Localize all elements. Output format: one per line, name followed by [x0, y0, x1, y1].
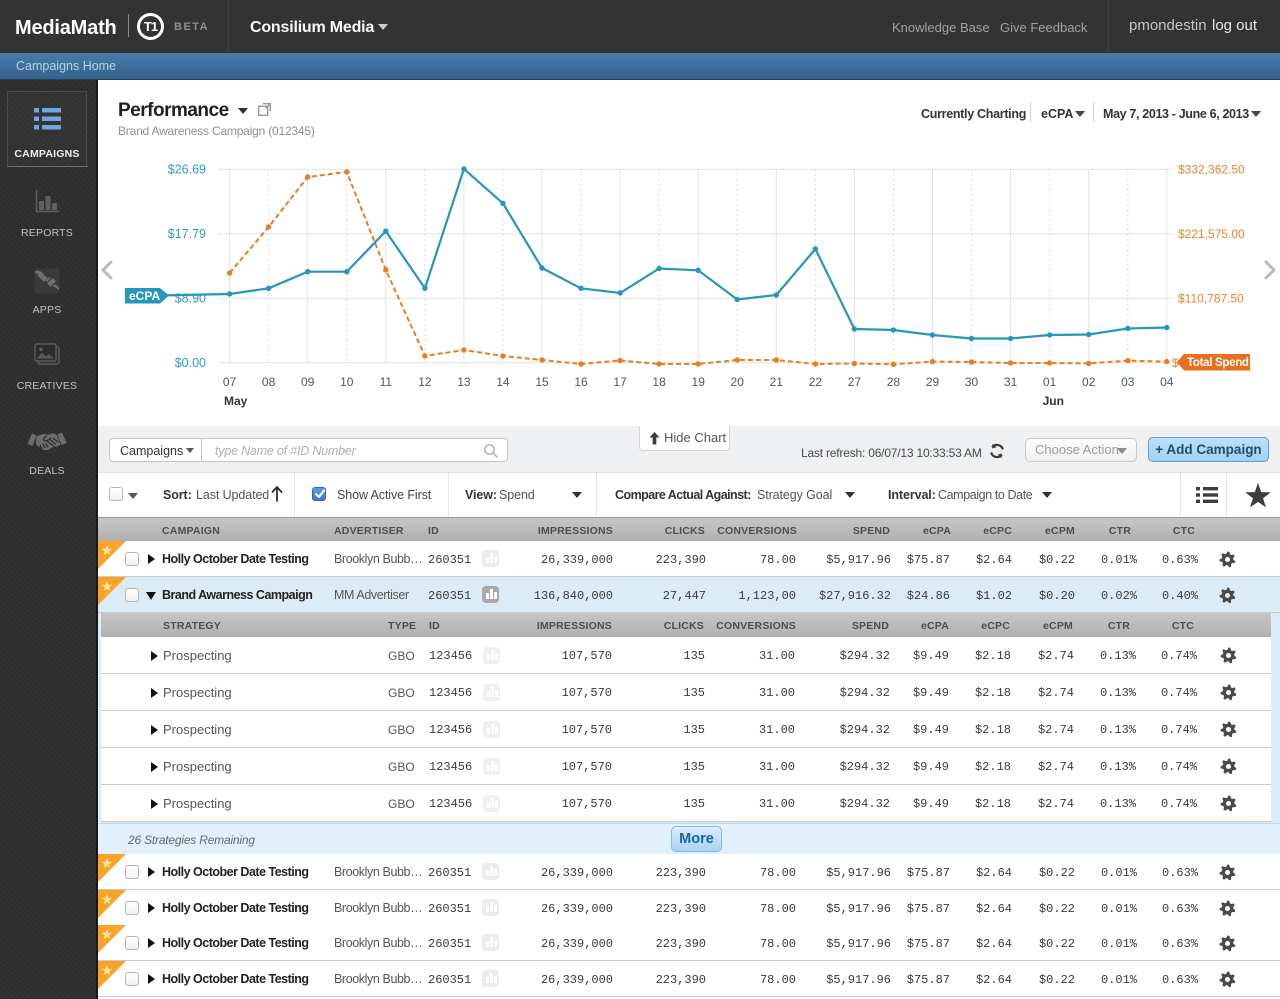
svg-text:19: 19: [692, 375, 706, 389]
svg-text:$332,362.50: $332,362.50: [1178, 163, 1245, 177]
svg-text:15: 15: [535, 375, 549, 389]
svg-text:22: 22: [809, 375, 823, 389]
svg-text:28: 28: [887, 375, 901, 389]
svg-text:13: 13: [457, 375, 471, 389]
svg-text:27: 27: [848, 375, 862, 389]
svg-text:30: 30: [965, 375, 979, 389]
svg-text:$110,787.50: $110,787.50: [1178, 292, 1244, 306]
svg-text:02: 02: [1082, 375, 1096, 389]
svg-text:$26.69: $26.69: [168, 163, 206, 177]
svg-text:10: 10: [340, 375, 354, 389]
svg-text:$0.00: $0.00: [175, 356, 206, 370]
svg-text:Total Spend: Total Spend: [1187, 357, 1249, 369]
svg-text:eCPA: eCPA: [129, 289, 160, 303]
svg-text:$221,575.00: $221,575.00: [1178, 227, 1245, 241]
svg-text:09: 09: [301, 375, 315, 389]
svg-text:21: 21: [770, 375, 784, 389]
svg-text:08: 08: [262, 375, 276, 389]
svg-text:29: 29: [926, 375, 940, 389]
svg-text:03: 03: [1121, 375, 1135, 389]
svg-text:18: 18: [652, 375, 666, 389]
svg-text:17: 17: [613, 375, 627, 389]
svg-text:12: 12: [418, 375, 432, 389]
svg-text:$17.79: $17.79: [168, 227, 206, 241]
svg-text:31: 31: [1004, 375, 1018, 389]
svg-text:16: 16: [574, 375, 588, 389]
svg-text:14: 14: [496, 375, 510, 389]
svg-text:Jun: Jun: [1043, 394, 1064, 408]
svg-text:01: 01: [1043, 375, 1057, 389]
svg-text:11: 11: [380, 375, 393, 389]
svg-text:07: 07: [223, 375, 237, 389]
svg-text:04: 04: [1160, 375, 1174, 389]
svg-text:20: 20: [731, 375, 745, 389]
svg-text:May: May: [224, 394, 248, 408]
